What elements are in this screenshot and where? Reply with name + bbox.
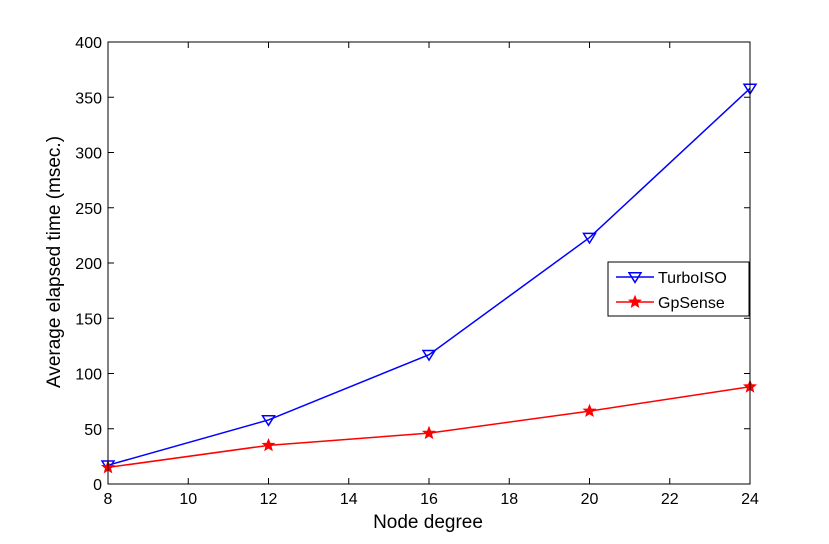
x-tick-label: 8 — [104, 491, 113, 508]
plot-area — [100, 83, 758, 474]
y-tick-label: 50 — [84, 422, 102, 439]
x-tick-label: 10 — [179, 491, 197, 508]
data-point — [261, 437, 276, 452]
y-tick-label: 400 — [75, 35, 102, 52]
y-tick-label: 0 — [93, 477, 102, 494]
x-tick-label: 16 — [420, 491, 438, 508]
y-tick-label: 200 — [75, 256, 102, 273]
legend-marker — [627, 294, 643, 308]
x-tick-label: 12 — [260, 491, 278, 508]
x-tick-label: 20 — [581, 491, 599, 508]
y-tick-label: 350 — [75, 90, 102, 107]
axes: 8 10 12 14 16 18 20 22 24 0 50 100 150 200 250 300 350 40… — [75, 35, 759, 508]
legend-label: GpSense — [658, 295, 725, 312]
y-tick-label: 250 — [75, 201, 102, 218]
data-point — [582, 232, 597, 245]
data-point — [421, 349, 437, 362]
x-tick-label: 22 — [661, 491, 679, 508]
x-tick-label: 18 — [500, 491, 518, 508]
x-axis-label: Node degree — [373, 512, 483, 533]
data-point — [261, 414, 276, 427]
legend-label: TurboISO — [658, 270, 727, 287]
data-point — [421, 425, 437, 440]
y-axis-label: Average elapsed time (msec.) — [44, 136, 65, 388]
y-tick-label: 100 — [75, 367, 102, 384]
series-line — [107, 87, 751, 466]
legend-marker — [627, 272, 643, 284]
data-point — [582, 403, 597, 418]
y-tick-label: 300 — [75, 146, 102, 163]
x-tick-label: 24 — [741, 491, 759, 508]
x-tick-label: 14 — [340, 491, 358, 508]
legend: TurboISO GpSense — [607, 261, 750, 317]
y-tick-label: 150 — [75, 311, 102, 328]
